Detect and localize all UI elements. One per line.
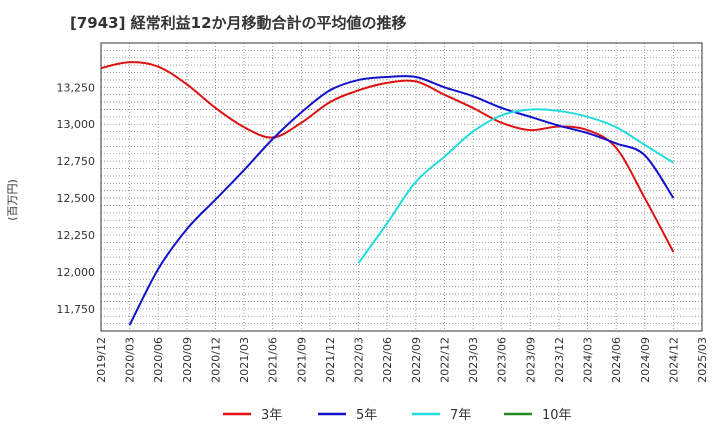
legend-label: 10年: [542, 408, 572, 423]
y-tick-label: 12,250: [57, 229, 96, 242]
x-tick-label: 2021/09: [295, 337, 308, 383]
y-tick-label: 11,750: [57, 303, 96, 316]
x-tick-label: 2024/12: [667, 337, 680, 383]
x-tick-label: 2025/03: [696, 337, 709, 383]
chart-title: [7943] 経常利益12か月移動合計の平均値の推移: [70, 14, 407, 32]
grid: [100, 43, 703, 331]
y-tick-label: 12,750: [57, 155, 96, 168]
legend-label: 5年: [356, 408, 377, 423]
legend-label: 7年: [450, 408, 471, 423]
x-tick-label: 2021/03: [238, 337, 251, 383]
x-tick-label: 2019/12: [95, 337, 108, 383]
y-tick-label: 12,000: [57, 266, 96, 279]
x-axis: 2019/12 2020/03 2020/06 2020/09 2020/12 2021/…: [95, 337, 709, 383]
y-tick-label: 13,000: [57, 118, 96, 131]
x-tick-label: 2024/03: [582, 337, 595, 383]
y-tick-label: 13,250: [57, 81, 96, 94]
x-tick-label: 2023/03: [467, 337, 480, 383]
x-tick-label: 2020/06: [152, 337, 165, 383]
x-tick-label: 2020/12: [209, 337, 222, 383]
x-tick-label: 2023/09: [524, 337, 537, 383]
x-tick-label: 2021/12: [324, 337, 337, 383]
x-tick-label: 2023/06: [496, 337, 509, 383]
x-tick-label: 2022/06: [381, 337, 394, 383]
series-line-2: [357, 108, 674, 264]
series-line-0: [100, 61, 675, 253]
y-axis: 11,750 12,000 12,250 12,500 12,750 13,000 13,2…: [57, 81, 96, 316]
x-tick-label: 2024/09: [639, 337, 652, 383]
plot-area: [100, 42, 703, 332]
x-tick-label: 2022/12: [438, 337, 451, 383]
y-tick-label: 12,500: [57, 192, 96, 205]
series-lines: [100, 61, 675, 326]
x-tick-label: 2022/09: [410, 337, 423, 383]
legend-label: 3年: [261, 408, 282, 423]
x-tick-label: 2023/12: [553, 337, 566, 383]
x-tick-label: 2021/06: [267, 337, 280, 383]
x-tick-label: 2024/06: [610, 337, 623, 383]
series-line-1: [128, 75, 675, 326]
x-tick-label: 2020/03: [124, 337, 137, 383]
x-tick-label: 2022/03: [353, 337, 366, 383]
legend: 3年 5年 7年 10年: [223, 408, 572, 423]
y-axis-label: (百万円): [6, 179, 19, 221]
x-tick-label: 2020/09: [181, 337, 194, 383]
